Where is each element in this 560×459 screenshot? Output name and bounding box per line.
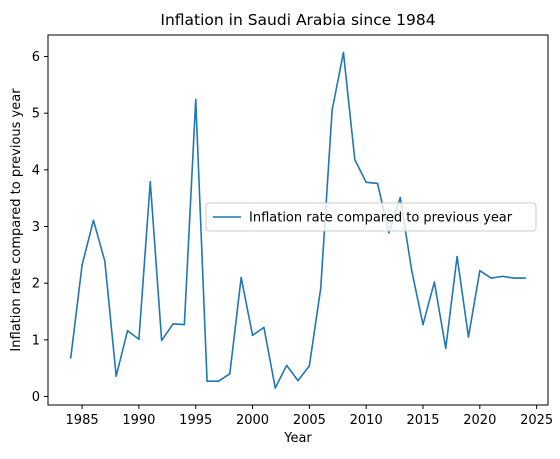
data-point [388,231,390,234]
data-point [422,323,424,326]
data-point [501,275,504,278]
data-point [444,347,447,350]
y-tick-label: 2 [32,277,40,292]
data-point [467,336,470,338]
data-point [92,219,95,222]
x-tick-label: 1985 [66,413,99,428]
legend: Inflation rate compared to previous year [205,202,537,232]
x-tick-label: 2010 [350,413,383,428]
y-tick-label: 1 [32,333,40,348]
data-point [456,255,458,258]
plot-frame [47,34,549,406]
data-point [217,380,220,383]
data-point [365,181,367,184]
data-point [104,260,106,262]
y-tick-label: 5 [32,107,40,122]
data-point [194,98,197,101]
x-tick-label: 2020 [463,413,496,428]
data-point [524,277,527,279]
x-tick-label: 2025 [520,413,553,428]
data-point [263,326,265,329]
x-tick-label: 1995 [179,413,212,428]
data-point [433,281,436,283]
chart-title: Inflation in Saudi Arabia since 1984 [160,11,435,29]
x-axis-label: Year [283,431,312,446]
data-point [410,269,413,271]
y-tick-label: 0 [32,390,40,405]
data-point [149,180,152,183]
data-point [229,373,231,375]
data-point [251,334,254,337]
data-point [297,379,299,382]
data-point [331,109,333,112]
data-point [479,269,481,272]
data-point [308,365,311,367]
x-tick-label: 2000 [236,413,269,428]
data-point [160,339,163,342]
data-point [172,323,174,325]
data-point [81,264,83,266]
x-tick-label: 1990 [122,413,155,428]
data-point [399,196,402,199]
plot-marks [69,51,527,389]
legend-label: Inflation rate compared to previous year [249,211,513,226]
y-tick-label: 3 [32,220,40,235]
y-axis-label: Inflation rate compared to previous year [9,88,24,352]
data-point [206,380,208,383]
data-point [274,387,277,389]
x-tick-label: 2015 [406,413,439,428]
x-axis: 1985 1990 1995 2000 2005 2010 2015 2020 2025 [66,405,553,428]
x-tick-label: 2005 [293,413,326,428]
data-point [513,277,515,279]
data-point [342,51,345,54]
data-point [115,375,117,377]
data-point [319,287,322,290]
data-point [490,277,492,279]
data-point [138,338,140,341]
data-point [240,276,242,279]
data-point [354,158,356,161]
legend-box [205,202,537,232]
data-point [285,364,288,367]
y-tick-label: 6 [32,50,40,65]
data-point [126,329,129,332]
data-point [183,323,186,326]
y-tick-label: 4 [32,163,40,178]
data-point [376,182,379,185]
y-axis: 0 1 2 3 4 5 6 [32,50,48,405]
data-point [69,357,72,359]
